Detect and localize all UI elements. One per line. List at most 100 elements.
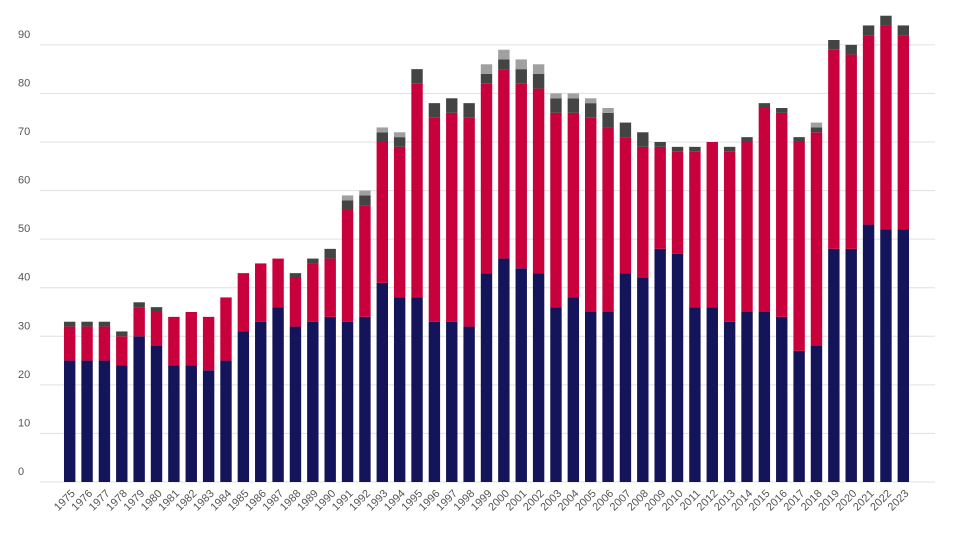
y-tick-label: 50 [18, 223, 30, 235]
bar-segment [776, 316, 788, 482]
bar-segment [359, 190, 371, 196]
bar-segment [376, 132, 388, 142]
bar-segment [845, 54, 857, 249]
y-tick-label: 90 [18, 29, 30, 41]
bar-segment [706, 142, 718, 308]
bar-segment [637, 278, 649, 482]
bar-segment [202, 370, 215, 482]
bar-segment [845, 248, 857, 482]
bar-segment [289, 326, 302, 482]
bar-segment [723, 146, 736, 152]
bar-segment [324, 248, 336, 259]
bar-segment [532, 74, 545, 89]
bar-segment [498, 69, 510, 259]
bar-segment [341, 195, 354, 201]
bar-segment [359, 205, 371, 317]
bar-segment [168, 316, 180, 366]
y-tick-label: 20 [18, 369, 30, 381]
bar-segment [810, 127, 823, 133]
bar-segment [602, 312, 614, 482]
bar-segment [411, 83, 423, 298]
bar-segment [897, 229, 910, 482]
bar-segment [758, 103, 771, 108]
bar-segment [498, 59, 510, 70]
bar-segment [567, 297, 580, 482]
bar-segment [116, 365, 128, 482]
bar-segment [202, 316, 215, 371]
bar-segment [446, 321, 458, 482]
bar-segment [880, 15, 892, 26]
bar-segment [376, 142, 388, 283]
bar-segment [411, 297, 423, 482]
bar-segment [133, 307, 145, 337]
bar-segment [880, 229, 892, 482]
bar-segment [671, 146, 684, 152]
bar-segment [619, 273, 632, 482]
y-tick-label: 0 [18, 466, 24, 478]
y-tick-label: 30 [18, 320, 30, 332]
bar-segment [793, 350, 805, 482]
bar-segment [150, 312, 163, 346]
bar-segment [532, 64, 545, 74]
bar-segment [567, 93, 580, 99]
bar-segment [515, 59, 527, 70]
bar-segment [654, 146, 666, 249]
bar-segment [98, 326, 111, 361]
bar-segment [272, 307, 284, 482]
bar-segment [133, 336, 145, 482]
bar-segment [428, 103, 441, 118]
bar-segment [307, 258, 319, 264]
bar-segment [880, 25, 892, 230]
bar-segment [515, 268, 527, 482]
bar-segment [689, 307, 701, 482]
bar-segment [723, 321, 736, 482]
bar-segment [532, 88, 545, 274]
bar-segment [515, 83, 527, 269]
bar-segment [446, 112, 458, 322]
bar-segment [237, 273, 250, 332]
bar-segment [116, 331, 128, 337]
bar-segment [897, 35, 910, 230]
bar-segment [150, 346, 163, 482]
bar-segment [376, 127, 388, 133]
bar-segment [585, 117, 597, 312]
bar-segment [498, 49, 510, 60]
bar-segment [150, 307, 163, 312]
bar-segment [862, 35, 875, 225]
bar-segment [619, 137, 632, 274]
bar-segment [324, 258, 336, 317]
bar-segment [220, 297, 232, 361]
bar-segment [272, 258, 284, 308]
bar-segment [463, 117, 475, 327]
bar-segment [637, 146, 649, 278]
bar-segment [741, 142, 753, 312]
bar-segment [393, 137, 406, 147]
bar-segment [741, 137, 753, 142]
bar-segment [393, 132, 406, 138]
bar-segment [671, 151, 684, 254]
bar-segment [654, 248, 666, 482]
bar-segment [532, 273, 545, 482]
bar-segment [689, 151, 701, 308]
bar-segment [255, 321, 267, 482]
bar-segment [307, 321, 319, 482]
bar-segment [480, 64, 493, 74]
bar-segment [289, 273, 302, 278]
bar-segment [689, 146, 701, 152]
bar-segment [810, 346, 823, 482]
bar-segment [168, 365, 180, 482]
bar-segment [671, 253, 684, 482]
bar-segment [637, 132, 649, 147]
bar-segment [845, 44, 857, 55]
bar-segment [63, 326, 76, 361]
bar-segment [324, 316, 336, 482]
bar-segment [63, 360, 76, 482]
bar-segment [463, 326, 475, 482]
bar-segment [793, 137, 805, 142]
bar-segment [828, 248, 840, 482]
bar-segment [480, 74, 493, 84]
bar-segment [758, 312, 771, 482]
bar-segment [515, 69, 527, 84]
bar-segment [758, 108, 771, 312]
y-tick-label: 10 [18, 417, 30, 429]
